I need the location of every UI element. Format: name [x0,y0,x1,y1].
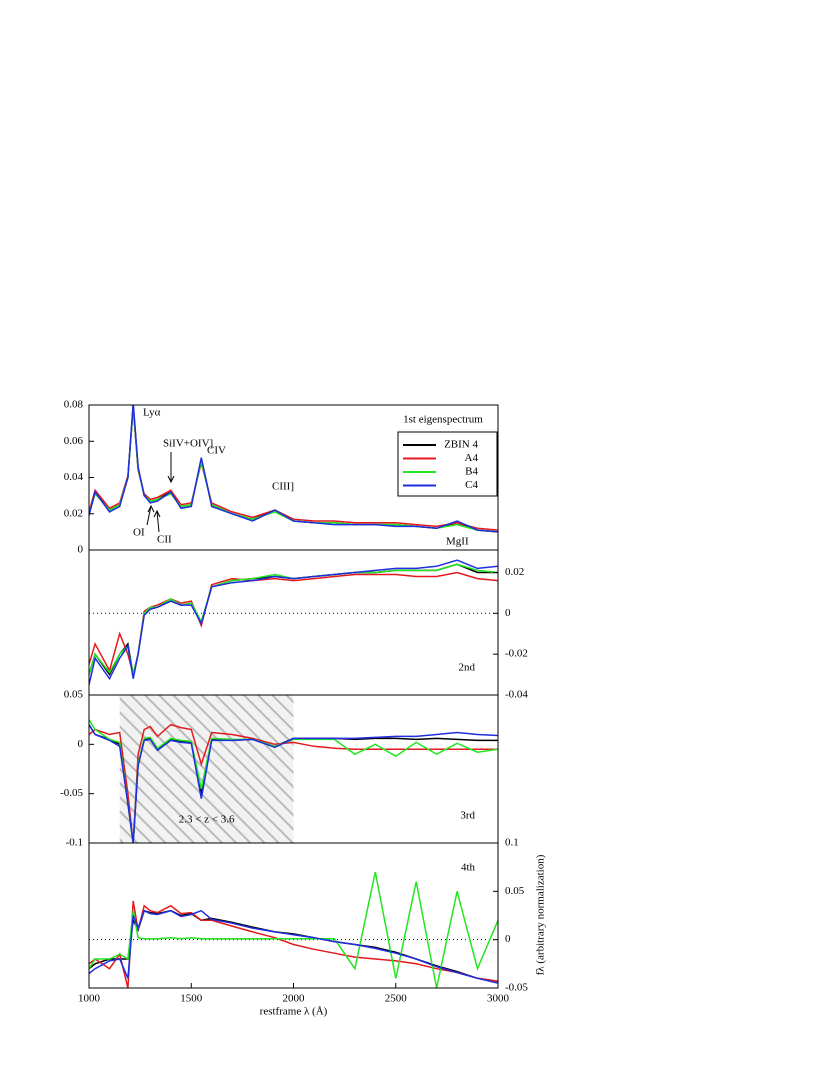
x-tick-label: 1500 [180,993,203,1005]
legend-label: A4 [465,452,479,464]
y-axis-label: fλ (arbitrary normalization) [535,854,547,975]
series-line [89,724,498,843]
y-tick-label: -0.04 [505,689,528,701]
y-tick-label: 0.1 [505,837,519,849]
x-tick-label: 2500 [385,993,408,1005]
legend-label: C4 [465,479,478,491]
annotation-arrow [156,510,160,533]
arrow-head [167,475,175,484]
y-tick-label: -0.05 [505,982,528,994]
annotation: SiIV+OIV] [163,438,213,450]
x-axis-label: restframe λ (Å) [260,1006,328,1018]
legend-label: B4 [465,466,478,478]
annotation: MgII [446,536,469,548]
arrow-head [147,504,155,513]
y-tick-label: 0.08 [64,399,84,411]
x-tick-label: 2000 [283,993,306,1005]
shade-label: 2.3 < z < 3.6 [179,814,235,826]
panel-label: 4th [461,862,476,874]
y-tick-label: 0 [78,738,84,750]
y-tick-label: 0 [505,607,511,619]
y-tick-label: 0 [505,933,511,945]
x-tick-label: 3000 [487,993,510,1005]
annotation: CII [157,534,172,546]
series-line [89,871,498,988]
series-line [89,559,498,685]
annotation: OI [133,527,145,539]
legend-title: 1st eigenspectrum [403,414,483,426]
panel-label: 3rd [460,810,475,822]
annotation-arrow [146,505,152,526]
y-tick-label: 0.05 [505,885,525,897]
y-tick-label: 0.02 [505,566,524,578]
annotation: CIII] [272,481,294,493]
y-tick-label: 0.06 [64,435,84,447]
series-line [89,909,498,984]
y-tick-label: 0.05 [64,689,84,701]
panel-label: 2nd [459,662,476,674]
arrow-head [153,509,161,518]
y-tick-label: -0.05 [60,787,83,799]
y-tick-label: 0.04 [64,471,84,483]
series-line [89,405,498,533]
y-tick-label: 0 [78,544,84,556]
y-tick-label: -0.1 [66,837,83,849]
x-tick-label: 1000 [78,993,101,1005]
y-tick-label: 0.02 [64,507,83,519]
annotation: CIV [207,445,226,457]
y-tick-label: -0.02 [505,648,528,660]
annotation: Lyα [143,407,161,419]
legend-label: ZBIN 4 [444,439,478,451]
